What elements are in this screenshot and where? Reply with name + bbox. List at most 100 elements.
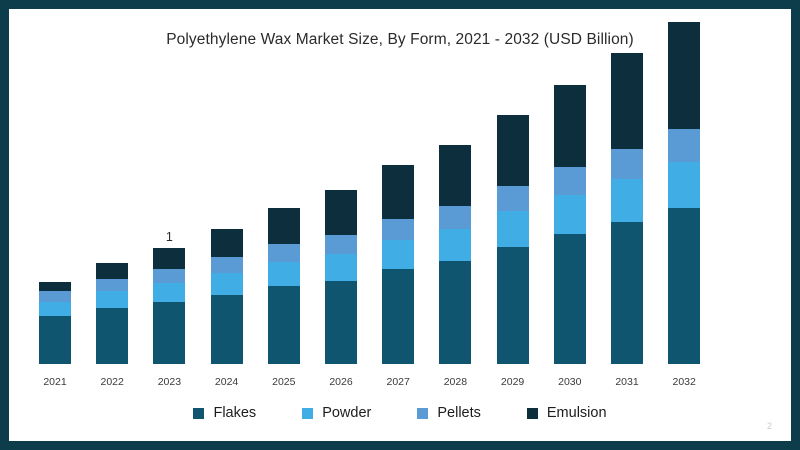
bar-segment-emulsion-2027[interactable] [382, 165, 415, 220]
bar-segment-pellets-2031[interactable] [611, 148, 643, 180]
bar-group-2024[interactable] [210, 228, 243, 364]
legend-swatch-icon [526, 407, 538, 419]
bar-segment-emulsion-2026[interactable] [325, 189, 357, 235]
stacked-bar[interactable] [553, 84, 586, 364]
bar-annotation-2023: 1 [165, 229, 173, 244]
bar-group-2026[interactable] [325, 189, 357, 364]
stacked-bar[interactable] [496, 115, 529, 364]
legend-swatch-icon [193, 407, 205, 419]
bar-group-2025[interactable] [267, 207, 300, 364]
stacked-bar[interactable] [39, 282, 71, 364]
legend-item-flakes[interactable]: Flakes [193, 405, 256, 421]
bar-segment-pellets-2032[interactable] [668, 128, 701, 162]
bar-segment-powder-2027[interactable] [382, 239, 415, 270]
bar-segment-flakes-2030[interactable] [553, 233, 586, 364]
bar-segment-emulsion-2023[interactable] [153, 247, 186, 270]
page-number: 2 [766, 421, 772, 431]
legend-swatch-icon [302, 407, 314, 419]
x-tick-label-2031: 2031 [615, 376, 639, 388]
bar-segment-pellets-2030[interactable] [553, 167, 586, 195]
bar-segment-pellets-2023[interactable] [153, 269, 186, 284]
bar-segment-powder-2021[interactable] [39, 301, 71, 317]
x-tick-label-2025: 2025 [272, 376, 296, 388]
bar-group-2028[interactable] [439, 144, 472, 364]
bar-segment-powder-2024[interactable] [210, 272, 243, 295]
bar-segment-flakes-2025[interactable] [267, 285, 300, 364]
bar-segment-powder-2028[interactable] [439, 228, 472, 261]
x-axis: 2021 2022 2023 2024 2025 2026 2027 2028 2029 2030… [30, 376, 774, 394]
x-tick-label-2023: 2023 [157, 376, 182, 388]
bar-segment-pellets-2022[interactable] [96, 279, 129, 292]
legend-item-label: Emulsion [546, 405, 607, 421]
bar-segment-pellets-2026[interactable] [325, 234, 357, 254]
bar-segment-flakes-2024[interactable] [210, 294, 243, 364]
stacked-bar[interactable] [325, 189, 357, 364]
bar-segment-powder-2022[interactable] [96, 291, 129, 309]
bar-group-2021[interactable] [39, 282, 71, 364]
stacked-bar[interactable] [267, 207, 300, 364]
slide-canvas: Polyethylene Wax Market Size, By Form, 2… [9, 9, 791, 441]
bar-group-2029[interactable] [496, 115, 529, 364]
bar-segment-flakes-2023[interactable] [153, 302, 186, 364]
bar-segment-powder-2032[interactable] [668, 161, 701, 208]
bar-segment-emulsion-2025[interactable] [267, 207, 300, 245]
legend-item-label: Powder [322, 405, 372, 421]
bar-segment-powder-2026[interactable] [325, 253, 357, 281]
x-tick-label-2028: 2028 [443, 376, 468, 388]
bar-segment-flakes-2032[interactable] [668, 207, 701, 364]
chart-plot-area: 1 [30, 22, 774, 364]
bar-segment-emulsion-2021[interactable] [39, 282, 71, 292]
bar-group-2027[interactable] [382, 165, 415, 364]
legend-item-pellets[interactable]: Pellets [417, 405, 481, 421]
bar-segment-emulsion-2028[interactable] [439, 144, 472, 207]
bar-segment-flakes-2022[interactable] [96, 308, 129, 364]
x-tick-label-2022: 2022 [100, 376, 124, 388]
stacked-bar[interactable] [153, 247, 186, 364]
stacked-bar[interactable] [439, 144, 472, 364]
bar-segment-flakes-2028[interactable] [439, 260, 472, 364]
legend-item-emulsion[interactable]: Emulsion [526, 405, 607, 421]
stacked-bar[interactable] [668, 22, 701, 364]
bar-segment-flakes-2021[interactable] [39, 316, 71, 364]
bar-group-2030[interactable] [553, 84, 586, 364]
bar-segment-pellets-2027[interactable] [382, 219, 415, 240]
bar-group-2031[interactable] [611, 53, 643, 364]
stacked-bar[interactable] [96, 262, 129, 364]
bar-group-2032[interactable] [668, 22, 701, 364]
bar-segment-emulsion-2029[interactable] [496, 115, 529, 187]
bar-segment-pellets-2025[interactable] [267, 244, 300, 262]
page-title: Polyethylene Wax Market Size, By Form, 2… [166, 31, 634, 48]
bar-segment-pellets-2021[interactable] [39, 291, 71, 302]
bar-segment-powder-2023[interactable] [153, 283, 186, 303]
bar-segment-emulsion-2030[interactable] [553, 84, 586, 168]
bar-segment-pellets-2029[interactable] [496, 186, 529, 212]
bar-group-2022[interactable] [96, 262, 129, 364]
bar-segment-emulsion-2022[interactable] [96, 262, 129, 279]
bar-segment-flakes-2026[interactable] [325, 280, 357, 364]
x-tick-label-2030: 2030 [558, 376, 582, 388]
bar-segment-powder-2029[interactable] [496, 211, 529, 247]
x-tick-label-2027: 2027 [386, 376, 410, 388]
bar-segment-pellets-2024[interactable] [210, 257, 243, 273]
bar-segment-flakes-2027[interactable] [382, 269, 415, 364]
bar-segment-powder-2030[interactable] [553, 194, 586, 234]
stacked-bar[interactable] [382, 165, 415, 364]
x-tick-label-2029: 2029 [500, 376, 525, 388]
stacked-bar[interactable] [210, 228, 243, 364]
bar-segment-emulsion-2024[interactable] [210, 228, 243, 258]
bar-segment-flakes-2031[interactable] [611, 221, 643, 364]
bar-segment-emulsion-2032[interactable] [668, 22, 701, 129]
bar-segment-pellets-2028[interactable] [439, 206, 472, 229]
stacked-bar[interactable] [611, 53, 643, 364]
legend-item-powder[interactable]: Powder [302, 405, 371, 421]
bar-group-2023[interactable] [153, 247, 186, 364]
bar-segment-emulsion-2031[interactable] [611, 53, 643, 149]
bar-segment-powder-2025[interactable] [267, 261, 300, 286]
bar-segment-flakes-2029[interactable] [496, 246, 529, 364]
legend-item-label: Flakes [213, 405, 257, 421]
x-tick-label-2026: 2026 [329, 376, 353, 388]
legend-swatch-icon [417, 407, 429, 419]
x-tick-label-2032: 2032 [672, 376, 696, 388]
bar-segment-powder-2031[interactable] [611, 179, 643, 222]
